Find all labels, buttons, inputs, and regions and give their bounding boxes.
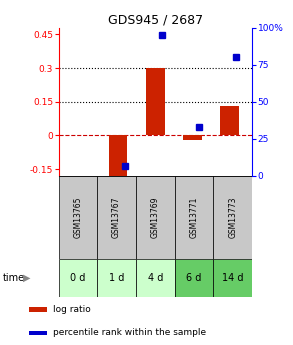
Bar: [213, 259, 252, 297]
Text: 4 d: 4 d: [148, 273, 163, 283]
Bar: [59, 176, 97, 259]
Text: 6 d: 6 d: [186, 273, 202, 283]
Bar: [59, 259, 97, 297]
Text: ▶: ▶: [23, 273, 31, 283]
Bar: [136, 176, 175, 259]
Bar: [220, 106, 239, 136]
Bar: [175, 176, 213, 259]
Text: GSM13765: GSM13765: [74, 197, 82, 238]
Bar: [97, 176, 136, 259]
Text: GSM13769: GSM13769: [151, 197, 160, 238]
Text: GSM13773: GSM13773: [228, 197, 237, 238]
Bar: [183, 136, 202, 140]
Text: 1 d: 1 d: [109, 273, 124, 283]
Bar: [146, 68, 165, 136]
Text: GSM13767: GSM13767: [112, 197, 121, 238]
Text: GSM13771: GSM13771: [190, 197, 198, 238]
Text: 14 d: 14 d: [222, 273, 243, 283]
Text: 0 d: 0 d: [70, 273, 86, 283]
Text: time: time: [3, 273, 25, 283]
Bar: [136, 259, 175, 297]
Text: percentile rank within the sample: percentile rank within the sample: [53, 328, 206, 337]
Title: GDS945 / 2687: GDS945 / 2687: [108, 13, 203, 27]
Bar: [213, 176, 252, 259]
Bar: [97, 259, 136, 297]
Text: log ratio: log ratio: [53, 305, 91, 314]
Bar: [175, 259, 213, 297]
Bar: [29, 331, 47, 335]
Bar: [29, 307, 47, 312]
Bar: [109, 136, 127, 178]
